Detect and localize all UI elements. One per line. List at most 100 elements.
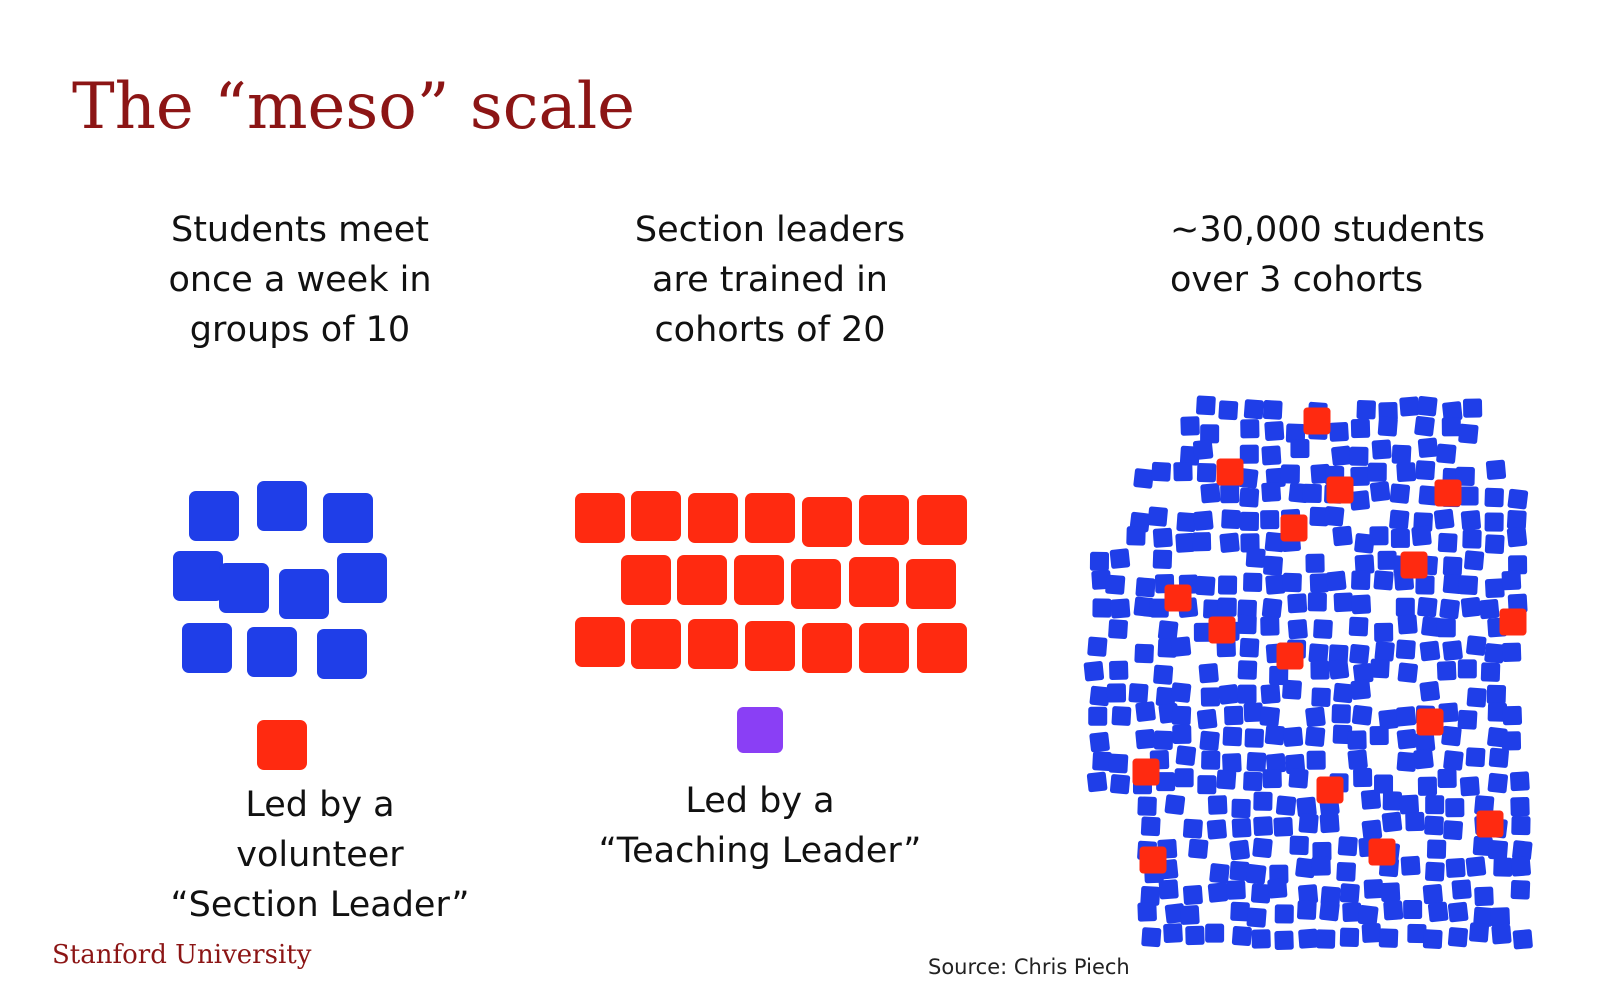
student-square [1259, 706, 1280, 727]
student-square [1092, 598, 1112, 618]
student-square [1433, 508, 1455, 530]
student-square [1459, 776, 1480, 797]
student-square [1377, 416, 1398, 437]
student-square [1217, 597, 1237, 617]
student-square [1369, 481, 1391, 502]
student-crowd [1083, 395, 1533, 951]
section-leader-cohort [575, 491, 967, 673]
student-square [1441, 725, 1462, 747]
student-square [1180, 416, 1200, 436]
student-square [1274, 904, 1294, 924]
student-square [323, 493, 373, 543]
student-square [1417, 437, 1439, 458]
section-leader-square [906, 559, 956, 609]
student-square [1182, 818, 1203, 839]
student-square [1267, 878, 1288, 899]
student-square [1382, 791, 1402, 811]
student-square [1264, 724, 1286, 746]
student-square [1445, 858, 1466, 878]
student-square [1175, 532, 1196, 553]
student-square [1253, 791, 1273, 811]
student-square [1305, 726, 1326, 747]
student-square [1484, 512, 1504, 532]
student-square [1396, 751, 1417, 772]
student-square [1285, 753, 1306, 775]
student-square [1336, 861, 1356, 882]
student-square [1349, 446, 1369, 466]
student-square [1352, 663, 1374, 684]
student-square [1206, 819, 1227, 840]
student-square [1135, 701, 1156, 722]
student-square [1083, 661, 1105, 682]
student-square [1240, 419, 1260, 439]
student-square [1378, 709, 1399, 730]
student-square [1373, 570, 1394, 591]
student-square [1265, 753, 1287, 774]
section-leader-square [745, 493, 795, 543]
student-square [1246, 907, 1267, 928]
student-square [1464, 550, 1485, 571]
student-square [1245, 864, 1267, 885]
section-leader-square [677, 555, 727, 605]
student-square [1396, 728, 1418, 750]
student-square [1451, 879, 1472, 900]
student-square [1458, 575, 1479, 595]
student-square [1226, 880, 1246, 900]
student-square [1422, 929, 1443, 949]
student-square [1427, 901, 1449, 923]
student-square [1339, 883, 1360, 904]
student-square [1501, 642, 1522, 663]
student-square [1141, 927, 1162, 948]
student-square [1191, 532, 1212, 552]
student-square [1439, 598, 1460, 620]
student-square [1474, 795, 1495, 816]
slide-title: The “meso” scale [72, 70, 636, 144]
section-leader-square [1326, 476, 1354, 504]
student-square [1109, 660, 1129, 681]
student-square [1347, 730, 1367, 750]
student-square [1140, 816, 1161, 837]
student-square [1465, 747, 1486, 768]
student-square [1089, 551, 1110, 571]
student-square [1460, 510, 1482, 531]
student-square [1417, 596, 1438, 618]
student-square [1262, 768, 1282, 789]
student-square [1134, 643, 1154, 664]
student-square [1188, 838, 1209, 859]
student-square [1135, 728, 1156, 750]
student-square [1243, 702, 1264, 723]
student-square [1171, 705, 1192, 726]
student-square [1397, 662, 1418, 683]
student-square [1239, 444, 1259, 464]
student-square [1491, 924, 1512, 945]
student-square [1342, 902, 1362, 923]
student-square [1246, 751, 1267, 772]
student-square [1309, 573, 1330, 593]
student-square [1216, 769, 1237, 790]
student-square [1220, 484, 1240, 504]
student-square [1172, 724, 1192, 744]
student-square [1399, 794, 1420, 815]
student-square [1484, 534, 1505, 555]
student-square [1231, 818, 1252, 838]
student-square [1316, 929, 1336, 949]
student-square [1197, 775, 1217, 795]
student-square [1175, 745, 1197, 766]
student-square [1332, 525, 1353, 547]
student-square [1287, 619, 1308, 640]
student-square [1288, 768, 1309, 789]
student-square [1218, 684, 1239, 705]
student-square [1260, 616, 1280, 636]
student-square [1306, 750, 1326, 770]
section-leader-square [688, 619, 738, 669]
student-square [1261, 445, 1282, 466]
student-square [1331, 704, 1351, 724]
student-square [1199, 730, 1220, 752]
student-square [1243, 399, 1264, 420]
student-square [1441, 417, 1461, 437]
student-square [1363, 879, 1384, 899]
panel-3-caption: ~30,000 students over 3 cohorts [1170, 210, 1485, 300]
section-leader-square [1280, 514, 1308, 542]
student-square [1443, 750, 1464, 771]
student-square [1305, 553, 1325, 573]
